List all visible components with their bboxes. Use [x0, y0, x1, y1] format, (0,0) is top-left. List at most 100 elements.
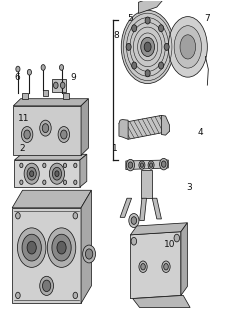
- Polygon shape: [12, 208, 81, 303]
- Circle shape: [61, 130, 67, 139]
- Circle shape: [60, 82, 65, 89]
- Circle shape: [52, 234, 71, 261]
- Polygon shape: [141, 170, 152, 198]
- Text: 11: 11: [18, 114, 29, 123]
- Polygon shape: [81, 190, 91, 303]
- Circle shape: [141, 264, 145, 270]
- Circle shape: [22, 234, 41, 261]
- Circle shape: [160, 158, 168, 170]
- Circle shape: [30, 171, 34, 177]
- Polygon shape: [131, 223, 187, 235]
- Circle shape: [20, 180, 23, 185]
- Polygon shape: [131, 232, 181, 299]
- Circle shape: [40, 120, 51, 136]
- Text: 7: 7: [204, 14, 210, 23]
- Circle shape: [73, 292, 78, 299]
- Circle shape: [139, 161, 145, 169]
- Circle shape: [141, 37, 155, 56]
- Circle shape: [16, 292, 20, 299]
- Circle shape: [16, 212, 20, 219]
- Polygon shape: [120, 198, 132, 217]
- Circle shape: [74, 180, 77, 185]
- Circle shape: [43, 280, 51, 292]
- Polygon shape: [119, 120, 128, 139]
- Polygon shape: [133, 295, 190, 308]
- Text: 4: 4: [198, 128, 203, 137]
- Polygon shape: [119, 116, 170, 139]
- Polygon shape: [138, 0, 164, 13]
- Circle shape: [145, 70, 150, 77]
- Text: 5: 5: [128, 14, 133, 23]
- Polygon shape: [15, 160, 80, 187]
- Circle shape: [85, 249, 93, 259]
- Circle shape: [20, 163, 23, 168]
- Bar: [22, 93, 27, 99]
- Polygon shape: [13, 106, 81, 155]
- Circle shape: [24, 130, 30, 139]
- Text: 8: 8: [114, 31, 119, 40]
- Circle shape: [139, 261, 147, 272]
- Circle shape: [40, 276, 54, 295]
- Circle shape: [162, 261, 170, 272]
- Circle shape: [164, 264, 168, 270]
- Circle shape: [164, 44, 169, 50]
- Circle shape: [42, 124, 49, 132]
- Circle shape: [158, 25, 164, 32]
- Text: 6: 6: [14, 73, 20, 82]
- Circle shape: [149, 163, 153, 167]
- Circle shape: [145, 17, 150, 24]
- Text: 9: 9: [70, 73, 76, 82]
- Text: 10: 10: [164, 240, 175, 249]
- Circle shape: [161, 161, 166, 167]
- Circle shape: [59, 65, 64, 70]
- Circle shape: [47, 228, 76, 268]
- Circle shape: [16, 66, 20, 72]
- Polygon shape: [161, 116, 170, 135]
- Circle shape: [148, 161, 154, 169]
- Circle shape: [132, 25, 137, 32]
- Circle shape: [63, 163, 67, 168]
- Circle shape: [63, 180, 67, 185]
- Circle shape: [121, 10, 174, 84]
- Polygon shape: [140, 198, 146, 220]
- Circle shape: [57, 241, 66, 254]
- Circle shape: [73, 212, 78, 219]
- Circle shape: [74, 163, 77, 168]
- Circle shape: [158, 62, 164, 69]
- Circle shape: [131, 217, 137, 224]
- Polygon shape: [152, 198, 161, 219]
- Circle shape: [131, 237, 137, 245]
- Text: 3: 3: [186, 183, 192, 192]
- Circle shape: [55, 171, 59, 177]
- Polygon shape: [52, 79, 66, 92]
- Circle shape: [140, 163, 143, 167]
- Polygon shape: [13, 99, 88, 106]
- Circle shape: [43, 180, 46, 185]
- Circle shape: [27, 167, 36, 180]
- Circle shape: [128, 162, 133, 168]
- Circle shape: [18, 228, 46, 268]
- Bar: [63, 93, 69, 99]
- Bar: [43, 90, 48, 95]
- Circle shape: [126, 159, 135, 171]
- Polygon shape: [81, 99, 88, 155]
- Circle shape: [144, 42, 151, 52]
- Circle shape: [126, 44, 131, 50]
- Circle shape: [27, 241, 36, 254]
- Text: 1: 1: [112, 144, 117, 153]
- Circle shape: [129, 213, 139, 228]
- Circle shape: [21, 126, 33, 142]
- Polygon shape: [126, 160, 168, 170]
- Ellipse shape: [168, 17, 207, 77]
- Circle shape: [174, 234, 179, 242]
- Ellipse shape: [174, 26, 201, 68]
- Circle shape: [43, 163, 46, 168]
- Circle shape: [27, 69, 31, 75]
- Circle shape: [58, 126, 70, 142]
- Circle shape: [52, 167, 61, 180]
- Polygon shape: [80, 154, 87, 187]
- Circle shape: [83, 245, 96, 263]
- Polygon shape: [181, 223, 187, 295]
- Ellipse shape: [180, 35, 196, 59]
- Circle shape: [24, 163, 39, 184]
